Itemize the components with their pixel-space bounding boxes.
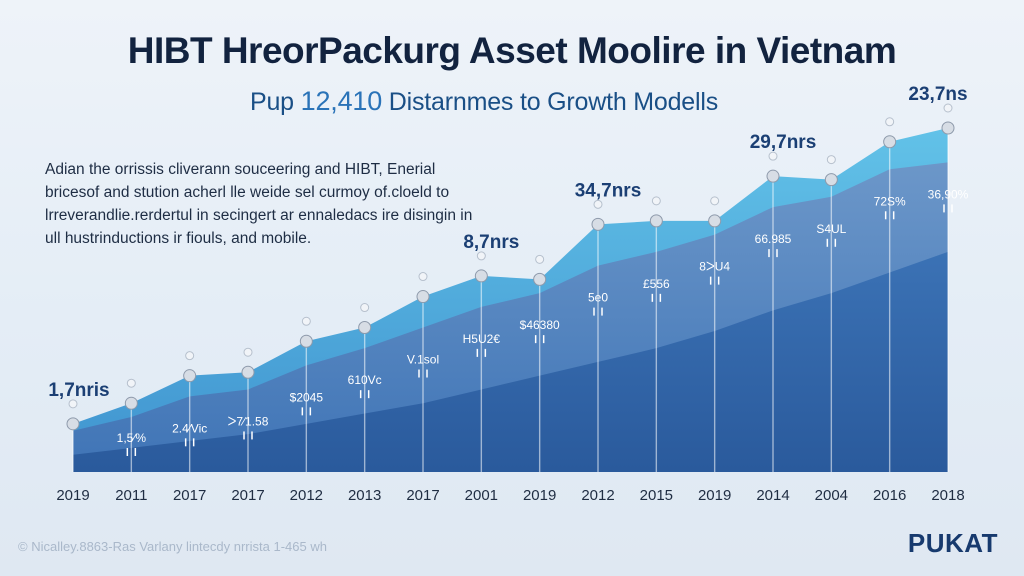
x-tick-label: 2017 [173, 487, 206, 504]
x-tick-label: 2004 [815, 487, 848, 504]
point-label: H5U2€ [463, 332, 501, 346]
x-tick-label: 2012 [581, 487, 614, 504]
point-label: 8ᐳU4 [699, 260, 730, 274]
x-tick-label: 2013 [348, 487, 381, 504]
x-tick-label: 2015 [640, 487, 673, 504]
marker-dot [651, 196, 661, 206]
data-point [766, 169, 780, 183]
point-label: 610Vc [348, 373, 382, 387]
area-series-3 [73, 251, 948, 472]
data-point [591, 217, 605, 231]
marker-dot [943, 103, 953, 113]
point-label: $2045 [290, 390, 324, 404]
marker-dot [418, 272, 428, 282]
x-tick-label: 2016 [873, 487, 906, 504]
x-tick-label: 2019 [523, 487, 556, 504]
data-point [299, 334, 313, 348]
marker-dot [243, 347, 253, 357]
x-tick-label: 2014 [756, 487, 789, 504]
subtitle: Pup 12,410 Distarnmes to Growth Modells [250, 86, 718, 117]
marker-dot [885, 117, 895, 127]
data-point [124, 396, 138, 410]
x-tick-label: 2019 [56, 487, 89, 504]
point-label: 5e0 [588, 291, 608, 305]
data-point [358, 321, 372, 335]
x-tick-label: 2017 [406, 487, 439, 504]
callout-label: 23,7ns [908, 84, 967, 105]
point-label: $46380 [520, 318, 560, 332]
marker-dot [185, 351, 195, 361]
marker-dot [768, 151, 778, 161]
data-point [883, 135, 897, 149]
subtitle-suffix: Distarnmes to Growth Modells [388, 88, 719, 116]
point-label: 2.4⁄Vic [172, 421, 207, 435]
point-label: 66.985 [755, 232, 792, 246]
description: Adian the orrissis cliverann souceering … [45, 158, 505, 250]
marker-dot [301, 316, 311, 326]
callout-label: 29,7nrs [750, 132, 817, 153]
marker-dot [826, 155, 836, 165]
marker-dot [126, 378, 136, 388]
data-point [474, 269, 488, 283]
page-title: HIBT HreorPackurg Asset Moolire in Vietn… [127, 30, 897, 71]
marker-dot [360, 303, 370, 313]
point-label: V.1sol [407, 353, 439, 367]
marker-dot [68, 399, 78, 409]
x-tick-label: 2018 [931, 487, 964, 504]
data-point [708, 214, 722, 228]
data-point [66, 417, 80, 431]
data-point [824, 173, 838, 187]
description-line: Adian the orrissis cliverann souceering … [45, 161, 436, 178]
callout-label: 8,7nrs [463, 232, 519, 253]
point-label: 72S% [874, 194, 906, 208]
callout-label: 1,7nris [48, 380, 109, 401]
marker-dot [593, 199, 603, 209]
point-label: £556 [643, 277, 670, 291]
x-tick-label: 2019 [698, 487, 731, 504]
callout-label: 34,7nrs [575, 180, 642, 201]
data-point [241, 365, 255, 379]
marker-dot [476, 251, 486, 261]
description-line: bricesof and stution acherl lle weide se… [45, 184, 450, 201]
marker-dot [535, 254, 545, 264]
description-line: ull hustrinductions ir fiouls, and mobil… [45, 230, 312, 247]
point-label: 1,5⁄% [117, 431, 147, 445]
point-label: ᐳ7⁄1.58 [228, 414, 269, 428]
x-tick-label: 2017 [231, 487, 264, 504]
x-tick-label: 2012 [290, 487, 323, 504]
data-point [183, 369, 197, 383]
data-point [533, 272, 547, 286]
x-tick-label: 2011 [115, 487, 147, 504]
subtitle-prefix: Pup [250, 88, 294, 116]
x-tick-label: 2001 [465, 487, 498, 504]
brand-logo: PUKAT [907, 528, 998, 558]
data-point [416, 290, 430, 304]
marker-dot [710, 196, 720, 206]
point-label: S4UL [816, 222, 846, 236]
description-line: lrreverandlie.rerdertul in secingert ar … [45, 207, 473, 224]
subtitle-value: 12,410 [300, 86, 383, 116]
footnote: © Nicalley.8863-Ras Varlany lintecdy nrr… [18, 539, 327, 554]
point-label: 36,90% [928, 187, 969, 201]
data-point [941, 121, 955, 135]
data-point [649, 214, 663, 228]
